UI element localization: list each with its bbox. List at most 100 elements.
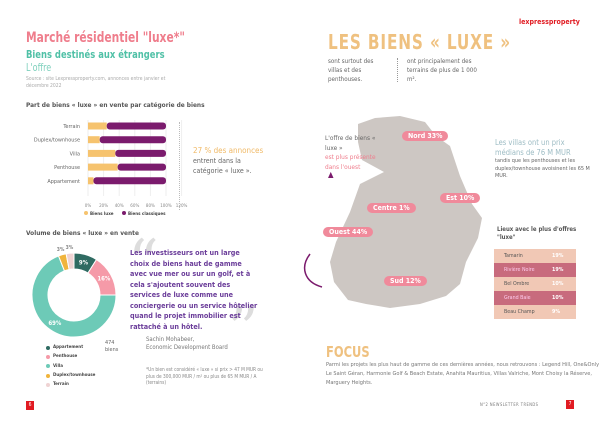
open-quote-icon: “ bbox=[128, 227, 159, 297]
quote-text: Les investisseurs ont un large choix de … bbox=[130, 248, 258, 331]
bar-segment bbox=[88, 149, 116, 157]
slice-label: 3% bbox=[57, 247, 65, 253]
category-label: Duplex/townhouse bbox=[34, 138, 80, 144]
slice-label: 16% bbox=[97, 276, 111, 283]
donut-title: Volume de biens « luxe » en vente bbox=[26, 229, 139, 237]
legend-swatch bbox=[46, 364, 50, 369]
legend-swatch bbox=[46, 345, 50, 350]
places-row: Rivière Noire 19% bbox=[494, 263, 576, 277]
legend-item: Terrain bbox=[46, 380, 95, 389]
legend-item: Villa bbox=[46, 362, 95, 371]
bar-segment bbox=[117, 163, 166, 171]
bar-segment bbox=[115, 149, 166, 157]
places-row: Tamarin 19% bbox=[494, 249, 576, 263]
category-label: Terrain bbox=[62, 124, 80, 130]
legend-label: Appartement bbox=[53, 345, 84, 350]
footer: N°2 NEWSLETTER TRENDS bbox=[480, 402, 539, 407]
slice-label: 69% bbox=[48, 320, 62, 327]
legend-item: Duplex/townhouse bbox=[46, 371, 95, 380]
headline: LES BIENS « LUXE » bbox=[328, 30, 511, 54]
places-row: Beau Champ 9% bbox=[494, 305, 576, 319]
x-tick-label: 40% bbox=[115, 203, 124, 209]
donut-slice bbox=[31, 255, 117, 338]
legend-label: Biens classiques bbox=[128, 211, 166, 217]
map-note-1: L'offre de biens « luxe » bbox=[325, 134, 376, 152]
close-quote-icon: ” bbox=[228, 295, 259, 365]
x-tick-label: 120% bbox=[176, 203, 188, 209]
focus-title: FOCUS bbox=[326, 343, 370, 361]
quote-author: Sachin Mohabeer, Economic Development Boa… bbox=[146, 336, 228, 352]
donut-total: 474 biens bbox=[105, 340, 119, 353]
slice-label: 3% bbox=[66, 245, 74, 251]
callout-text: entrent dans la catégorie « luxe ». bbox=[193, 157, 252, 175]
source-note: Source : site Lexpressproperty.com, anno… bbox=[26, 76, 166, 89]
section-title: L'offre bbox=[26, 62, 52, 74]
footnote: *Un bien est considéré « luxe » si prix … bbox=[146, 368, 263, 386]
page-number: 6 bbox=[26, 401, 34, 410]
callout-highlight: 27 % des annonces bbox=[193, 146, 264, 155]
legend-label: Duplex/townhouse bbox=[53, 372, 96, 378]
page-number: 7 bbox=[566, 400, 574, 409]
legend-item: Penthouse bbox=[46, 352, 95, 361]
legend-label: Villa bbox=[53, 363, 63, 369]
place-name: Tamarin bbox=[504, 253, 523, 259]
place-value: 19% bbox=[552, 253, 564, 259]
divider bbox=[397, 58, 398, 82]
donut-chart: 9% 16% 69% 3% 3% bbox=[31, 245, 117, 338]
legend-swatch bbox=[122, 211, 126, 215]
category-label: Penthouse bbox=[54, 165, 80, 171]
author-name: Sachin Mohabeer, bbox=[146, 336, 195, 343]
bar-segment bbox=[99, 136, 166, 144]
x-tick-label: 0% bbox=[85, 203, 92, 209]
callout: 27 % des annonces entrent dans la catégo… bbox=[193, 146, 263, 176]
page-subtitle: Biens destinés aux étrangers bbox=[26, 48, 165, 61]
bar-segment bbox=[88, 177, 94, 185]
author-org: Economic Development Board bbox=[146, 344, 228, 351]
place-name: Beau Champ bbox=[504, 309, 535, 315]
legend-swatch bbox=[84, 211, 88, 215]
arrow-up-icon: ▲ bbox=[328, 170, 334, 179]
places-row: Bel Ombre 10% bbox=[494, 277, 576, 291]
places-row: Grand Baie 10% bbox=[494, 291, 576, 305]
region-est: Est 10% bbox=[440, 193, 481, 203]
places-table: Tamarin 19% Rivière Noire 19% Bel Ombre 10% Gr… bbox=[494, 249, 576, 319]
stacked-bar-chart: 0% 20% 40% 60% 80% 100% 120% Terrain Duplex/town… bbox=[34, 120, 188, 217]
place-name: Bel Ombre bbox=[504, 281, 530, 287]
x-tick-label: 80% bbox=[146, 203, 155, 209]
legend-swatch bbox=[46, 373, 50, 378]
divider bbox=[179, 122, 180, 210]
places-title: Lieux avec le plus d'offres "luxe" bbox=[497, 226, 577, 241]
bar-segment bbox=[88, 136, 100, 144]
bar-segment bbox=[88, 122, 107, 130]
region-sud: Sud 12% bbox=[384, 276, 427, 286]
legend-label: Penthouse bbox=[53, 354, 78, 360]
villa-highlight: Les villas ont un prix médians de 76 M M… bbox=[495, 138, 571, 157]
legend-swatch bbox=[46, 354, 50, 359]
focus-text: Parmi les projets les plus haut de gamme… bbox=[326, 362, 600, 386]
region-nord: Nord 33% bbox=[402, 131, 449, 141]
bar-segment bbox=[106, 122, 166, 130]
legend-label: Terrain bbox=[53, 382, 69, 388]
villa-text: tandis que les penthouses et les duplex/… bbox=[495, 158, 590, 179]
logo: lexpressproperty bbox=[519, 18, 580, 26]
page-title: Marché résidentiel "luxe*" bbox=[26, 30, 185, 46]
place-value: 10% bbox=[552, 281, 564, 287]
category-label: Villa bbox=[70, 151, 80, 157]
slice-label: 9% bbox=[79, 259, 89, 266]
donut-legend: Appartement Penthouse Villa Duplex/townhous… bbox=[46, 343, 95, 389]
place-name: Rivière Noire bbox=[504, 267, 535, 273]
map-note-2: est plus présente dans l'ouest bbox=[325, 153, 376, 171]
region-ouest: Ouest 44% bbox=[323, 227, 374, 237]
region-centre: Centre 1% bbox=[367, 203, 416, 213]
x-tick-label: 100% bbox=[160, 203, 172, 209]
x-tick-label: 20% bbox=[99, 203, 108, 209]
legend-label: Biens luxe bbox=[90, 211, 114, 217]
donut-slice bbox=[65, 252, 75, 271]
place-name: Grand Baie bbox=[504, 295, 531, 301]
legend-item: Appartement bbox=[46, 343, 95, 352]
bar-segment bbox=[93, 177, 166, 185]
x-tick-label: 60% bbox=[130, 203, 139, 209]
place-value: 9% bbox=[552, 309, 561, 315]
legend-swatch bbox=[46, 382, 50, 387]
bar-chart-title: Part de biens « luxe » en vente par caté… bbox=[26, 101, 205, 109]
